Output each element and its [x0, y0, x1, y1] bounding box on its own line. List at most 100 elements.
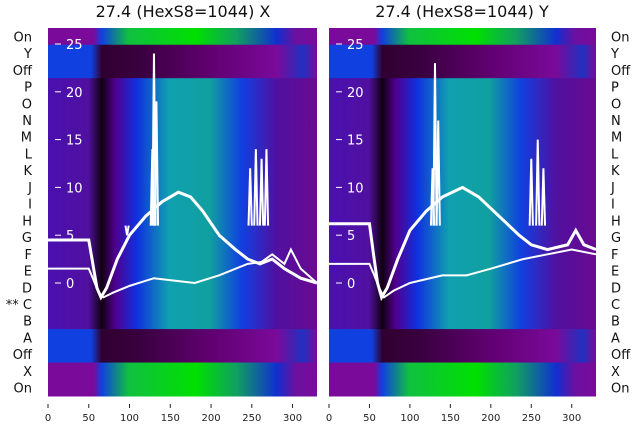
x-tick-label: 150 [441, 413, 460, 424]
row-label: E [611, 265, 619, 280]
heatmap-row [48, 329, 317, 347]
overlay-y-tick: 0 [66, 277, 74, 292]
line-spike [435, 120, 441, 226]
row-label: E [24, 265, 32, 280]
row-label: B [611, 315, 620, 330]
x-tick-label: 300 [562, 413, 581, 424]
line-spike [247, 168, 253, 226]
overlay-y-tick: 20 [66, 86, 83, 101]
line-spike [528, 158, 534, 226]
row-label: M [611, 131, 622, 146]
heatmap-row [48, 362, 317, 380]
row-label: On [611, 30, 629, 45]
heatmap-row [48, 28, 317, 46]
row-label: P [611, 81, 619, 96]
overlay-y-tick: 25 [347, 38, 364, 53]
row-label: P [24, 81, 32, 96]
row-label: K [611, 164, 620, 179]
line-spike [253, 149, 259, 226]
heatmap-row [329, 111, 596, 129]
line-spike [535, 139, 541, 226]
row-label: F [25, 248, 32, 263]
heatmap-row [329, 145, 596, 163]
heatmap-row [329, 94, 596, 113]
row-label: N [611, 114, 621, 129]
heatmap-row [48, 61, 317, 79]
row-label: On [14, 382, 32, 397]
row-label: X [611, 365, 620, 380]
x-tick-label: 50 [82, 413, 95, 424]
heatmap-row [329, 128, 596, 146]
line-spike [124, 225, 130, 236]
heatmap-row [48, 262, 317, 280]
heatmap-row [329, 379, 596, 397]
overlay-y-tick: 20 [347, 86, 364, 101]
chart-title: 27.4 (HexS8=1044) Y [375, 2, 549, 21]
overlay-y-tick: 5 [66, 229, 74, 244]
row-label: Y [610, 47, 619, 62]
row-label: O [22, 97, 32, 112]
row-label: On [611, 382, 629, 397]
x-tick-label: 200 [481, 413, 500, 424]
heatmap-row [329, 345, 596, 364]
row-label: L [611, 147, 619, 162]
overlay-y-tick: 5 [347, 229, 355, 244]
heatmap-row [329, 278, 596, 297]
row-label: F [611, 248, 618, 263]
heatmap-row [329, 195, 596, 213]
row-label: B [23, 315, 32, 330]
heatmap-row [48, 245, 317, 263]
overlay-y-tick: 10 [66, 181, 83, 196]
heatmap-row [48, 312, 317, 330]
chart-title: 27.4 (HexS8=1044) X [96, 2, 271, 21]
panel-y: 27.4 (HexS8=1044) Y On Y Off PONMLKJIHGFEDCB… [326, 2, 631, 424]
line-lower [48, 247, 318, 299]
row-label: Off [611, 348, 631, 363]
heatmap-row [48, 228, 317, 246]
line-spike [432, 63, 438, 226]
heatmap-row [48, 161, 317, 180]
heatmap-row [48, 111, 317, 129]
heatmap-row [329, 295, 596, 313]
heatmap-row [48, 379, 317, 397]
x-tick-label: 0 [326, 413, 332, 424]
heatmap-row [329, 28, 596, 46]
row-label: N [22, 114, 32, 129]
heatmap-row [48, 94, 317, 113]
x-tick-label: 150 [161, 413, 180, 424]
row-label: G [611, 231, 621, 246]
row-label: D [22, 281, 32, 296]
row-label: M [21, 131, 32, 146]
row-label: A [23, 331, 32, 346]
row-label: On [14, 30, 32, 45]
row-label: ** C [6, 298, 32, 313]
heatmap-row [48, 44, 317, 62]
heatmap-row [329, 362, 596, 380]
row-label: X [23, 365, 32, 380]
heatmap-row [48, 345, 317, 364]
row-label: Y [23, 47, 32, 62]
heatmap-row [48, 145, 317, 163]
row-label: D [611, 281, 621, 296]
x-tick-label: 100 [120, 413, 139, 424]
x-tick-label: 200 [201, 413, 220, 424]
heatmap-row [48, 128, 317, 146]
heatmap-row [48, 195, 317, 213]
row-label: C [611, 298, 620, 313]
row-label: A [611, 331, 620, 346]
overlay-y-tick: 0 [347, 277, 355, 292]
heatmap-row [329, 61, 596, 79]
x-tick-label: 0 [45, 413, 51, 424]
heatmap-row [329, 312, 596, 330]
row-label: K [23, 164, 32, 179]
row-label: O [611, 97, 621, 112]
line-spike [153, 101, 160, 226]
overlay-y-tick: 10 [347, 181, 364, 196]
row-label: Off [611, 64, 631, 79]
row-label: H [22, 214, 32, 229]
heatmap-row [329, 329, 596, 347]
row-label: J [610, 181, 615, 196]
line-spike [540, 168, 547, 226]
